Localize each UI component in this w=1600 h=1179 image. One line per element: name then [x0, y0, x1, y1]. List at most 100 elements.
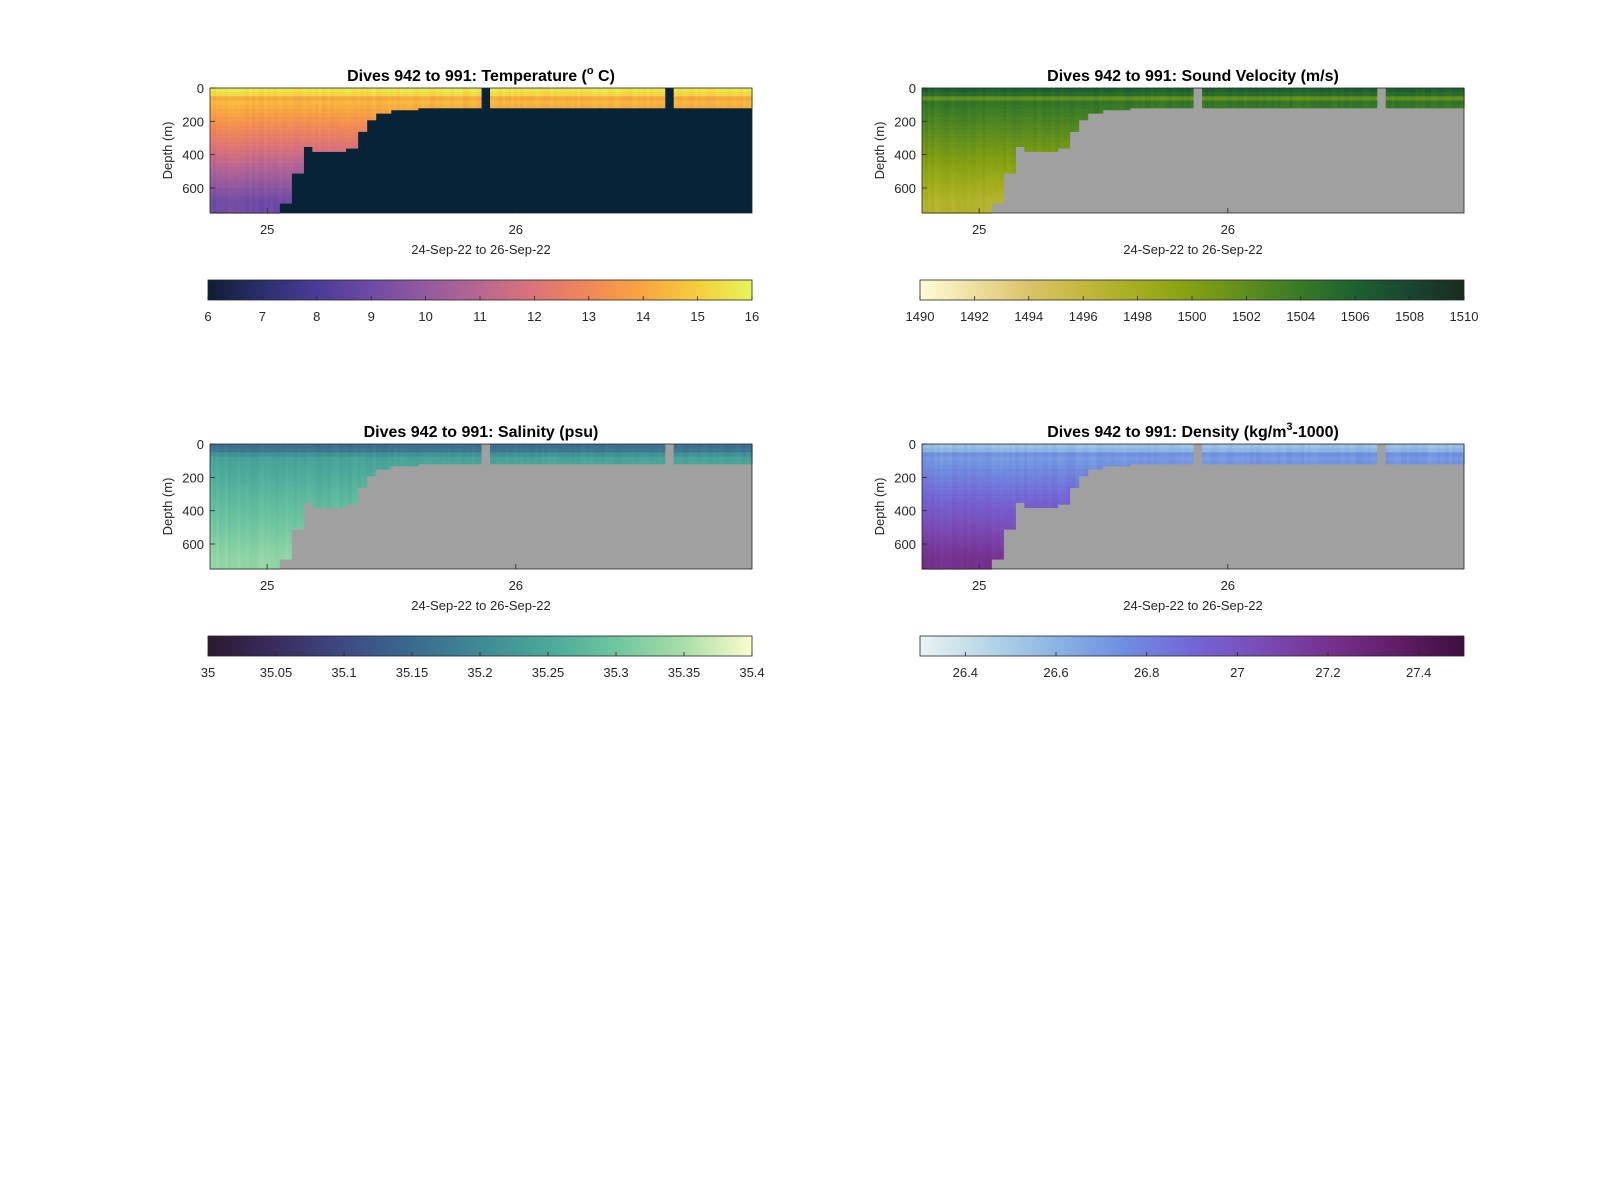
heatmap-cell	[949, 88, 953, 93]
heatmap-cell	[1168, 88, 1173, 93]
heatmap-cell	[634, 88, 639, 93]
heatmap-cell	[252, 142, 256, 147]
heatmap-cell	[982, 88, 986, 93]
heatmap-cell	[417, 100, 422, 106]
heatmap-cell	[709, 92, 714, 97]
heatmap-cell	[231, 121, 235, 127]
heatmap-cell	[315, 444, 319, 449]
heatmap-cell	[297, 92, 301, 97]
heatmap-cell	[520, 96, 524, 102]
heatmap-cell	[276, 175, 280, 181]
heatmap-cell	[934, 100, 938, 106]
heatmap-cell	[315, 506, 319, 508]
heatmap-cell	[976, 200, 980, 206]
heatmap-cell	[529, 104, 533, 109]
heatmap-cell	[237, 548, 241, 553]
heatmap-cell	[210, 456, 214, 462]
heatmap-cell	[318, 506, 323, 508]
heatmap-cell	[1012, 117, 1016, 122]
heatmap-cell	[312, 108, 316, 114]
heatmap-cell	[688, 100, 693, 106]
heatmap-cell	[997, 117, 1001, 122]
heatmap-cell	[342, 142, 347, 147]
heatmap-cell	[315, 117, 319, 122]
heatmap-cell	[219, 539, 223, 545]
heatmap-cell	[375, 92, 380, 97]
heatmap-cell	[279, 138, 283, 143]
heatmap-cell	[477, 100, 482, 106]
heatmap-cell	[1021, 121, 1025, 127]
heatmap-cell	[949, 179, 953, 185]
heatmap-cell	[994, 113, 998, 118]
heatmap-cell	[249, 502, 253, 508]
heatmap-cell	[580, 92, 584, 97]
heatmap-cell	[324, 146, 329, 152]
heatmap-cell	[727, 100, 732, 106]
heatmap-cell	[306, 133, 310, 139]
heatmap-cell	[931, 179, 935, 185]
heatmap-cell	[246, 469, 250, 474]
heatmap-cell	[1186, 96, 1191, 102]
heatmap-cell	[291, 133, 295, 139]
heatmap-cell	[490, 96, 494, 102]
heatmap-cell	[312, 142, 316, 147]
heatmap-cell	[925, 163, 929, 168]
heatmap-cell	[718, 96, 723, 102]
heatmap-cell	[267, 129, 271, 135]
heatmap-cell	[234, 183, 238, 189]
heatmap-cell	[1090, 100, 1095, 106]
heatmap-cell	[1003, 108, 1007, 114]
heatmap-cell	[955, 146, 959, 152]
heatmap-cell	[1286, 100, 1290, 106]
heatmap-cell	[1030, 117, 1035, 122]
heatmap-cell	[655, 100, 660, 106]
heatmap-cell	[285, 200, 289, 204]
heatmap-cell	[297, 150, 301, 156]
heatmap-cell	[291, 514, 295, 520]
heatmap-cell	[523, 96, 527, 102]
heatmap-cell	[1060, 92, 1065, 97]
heatmap-cell	[273, 171, 277, 177]
heatmap-cell	[949, 104, 953, 110]
heatmap-cell	[324, 88, 329, 93]
heatmap-cell	[922, 121, 926, 127]
heatmap-cell	[264, 485, 268, 491]
heatmap-cell	[300, 154, 304, 160]
heatmap-cell	[1036, 150, 1041, 152]
heatmap-cell	[270, 142, 274, 147]
heatmap-cell	[366, 113, 371, 118]
heatmap-cell	[270, 452, 274, 458]
heatmap-cell	[231, 183, 235, 189]
heatmap-cell	[336, 448, 341, 453]
heatmap-cell	[279, 117, 283, 122]
heatmap-cell	[973, 96, 977, 102]
heatmap-cell	[270, 473, 274, 478]
heatmap-cell	[264, 510, 268, 516]
heatmap-cell	[1292, 100, 1296, 106]
heatmap-cell	[345, 498, 350, 503]
heatmap-cell	[345, 117, 350, 122]
heatmap-cell	[1220, 96, 1224, 102]
heatmap-cell	[222, 494, 226, 499]
heatmap-cell	[514, 88, 518, 93]
heatmap-cell	[261, 560, 265, 566]
heatmap-cell	[327, 464, 332, 470]
heatmap-cell	[453, 104, 458, 109]
heatmap-cell	[321, 96, 326, 102]
heatmap-cell	[922, 100, 926, 106]
heatmap-cell	[246, 556, 250, 562]
heatmap-cell	[955, 138, 959, 143]
heatmap-cell	[240, 452, 244, 458]
heatmap-cell	[931, 133, 935, 139]
heatmap-cell	[559, 100, 563, 106]
heatmap-cell	[1012, 108, 1016, 114]
heatmap-cell	[1048, 108, 1053, 114]
heatmap-cell	[219, 531, 223, 537]
heatmap-cell	[216, 175, 220, 181]
heatmap-cell	[943, 133, 947, 139]
heatmap-cell	[303, 117, 307, 122]
heatmap-cell	[1177, 96, 1182, 102]
heatmap-cell	[339, 142, 344, 147]
heatmap-cell	[1135, 88, 1140, 93]
heatmap-cell	[1063, 117, 1068, 122]
